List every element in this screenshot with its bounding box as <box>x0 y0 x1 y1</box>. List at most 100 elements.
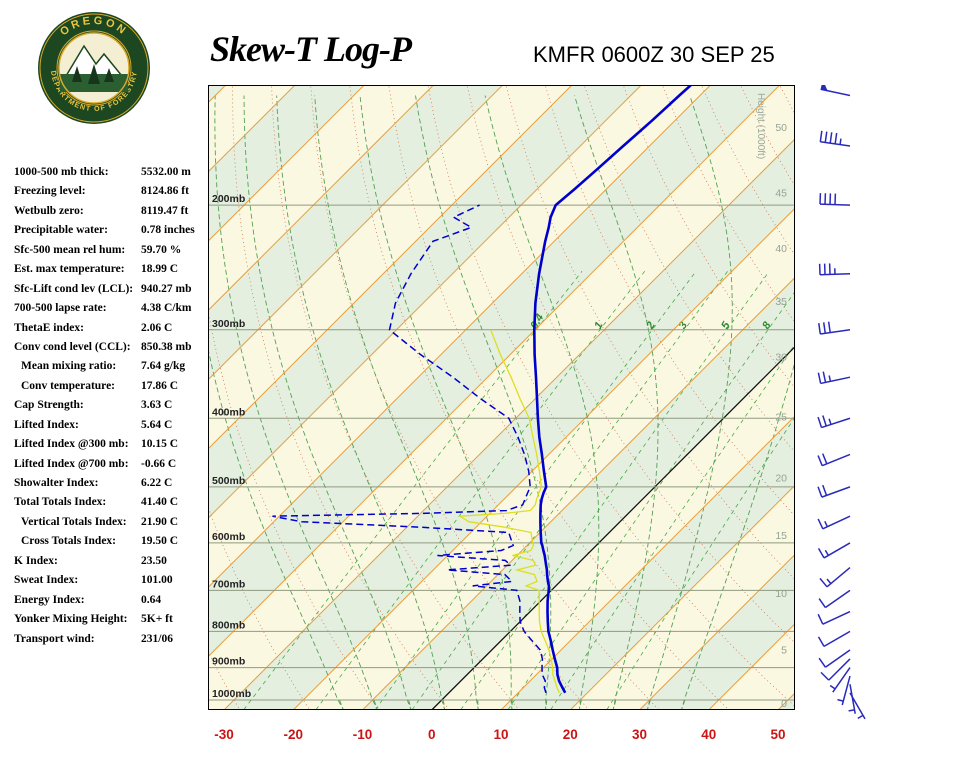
stat-row: Showalter Index: 6.22 C <box>14 477 209 496</box>
temp-tick-label: 50 <box>770 727 786 742</box>
temp-tick-label: -10 <box>352 727 373 742</box>
wind-barb <box>848 684 856 714</box>
stat-row: Vertical Totals Index: 21.90 C <box>14 516 209 535</box>
stat-row: 700-500 lapse rate: 4.38 C/km <box>14 302 209 321</box>
mixing-ratio-label: 1 <box>592 320 605 331</box>
stat-label: Sfc-500 mean rel hum: <box>14 243 126 256</box>
wind-barb <box>817 371 851 385</box>
stat-row: Wetbulb zero: 8119.47 ft <box>14 205 209 224</box>
stat-label: Showalter Index: <box>14 477 99 489</box>
stat-label: Freezing level: <box>14 185 86 198</box>
dewpoint-trace <box>272 204 547 694</box>
logo-ring-outer <box>39 13 149 123</box>
stat-value: 21.90 C <box>141 515 179 528</box>
stat-label: Conv cond level (CCL): <box>14 340 131 353</box>
stat-label: Total Totals Index: <box>14 496 107 509</box>
wind-barb <box>829 667 851 693</box>
stat-value: 8119.47 ft <box>141 204 189 217</box>
stat-value: 3.63 C <box>141 399 173 412</box>
pressure-label: 200mb <box>212 193 245 205</box>
wind-barb <box>818 589 851 609</box>
height-axis-title: Height (1000ft) <box>755 93 766 159</box>
stat-row: Cap Strength: 3.63 C <box>14 399 209 418</box>
stat-row: Conv cond level (CCL): 850.38 mb <box>14 341 209 360</box>
stat-value: 101.00 <box>141 574 173 587</box>
stat-label: Vertical Totals Index: <box>21 515 127 528</box>
stat-value: 19.50 C <box>141 535 179 548</box>
pressure-label: 600mb <box>212 531 245 543</box>
stat-label: Mean mixing ratio: <box>21 360 117 373</box>
wetbulb-trace <box>457 329 560 694</box>
isobars: 200mb 300mb 400mb 500mb 600mb 700mb 800mb 900mb… <box>208 193 795 701</box>
skewt-svg: 0.4 1 2 3 5 8200mb300mb400mb500mb600mb700mb80… <box>208 85 795 710</box>
stat-value: 5.64 C <box>141 418 173 431</box>
stat-label: Sfc-Lift cond lev (LCL): <box>14 282 134 295</box>
stat-row: Lifted Index @300 mb: 10.15 C <box>14 438 209 457</box>
height-tick-label: 25 <box>775 412 787 424</box>
wind-barbs-svg <box>817 79 866 720</box>
stat-row: Freezing level: 8124.86 ft <box>14 185 209 204</box>
height-tick-label: 15 <box>775 530 787 542</box>
stat-label: Cap Strength: <box>14 399 84 412</box>
stat-label: Precipitable water: <box>14 224 108 237</box>
temperature-bands <box>208 85 795 710</box>
pressure-label: 700mb <box>212 578 245 590</box>
stat-row: Transport wind: 231/06 <box>14 633 209 652</box>
pressure-label: 900mb <box>212 656 245 668</box>
stat-label: Conv temperature: <box>21 379 115 392</box>
stat-row: Cross Totals Index: 19.50 C <box>14 535 209 554</box>
stat-value: 23.50 <box>141 554 167 567</box>
height-tick-label: 50 <box>775 122 787 134</box>
stat-label: Yonker Mixing Height: <box>14 613 128 626</box>
mixing-ratio-label: 3 <box>677 320 690 331</box>
height-tick-label: 40 <box>775 243 787 255</box>
pressure-label: 500mb <box>212 475 245 487</box>
chart-border <box>208 85 795 710</box>
stat-value: 940.27 mb <box>141 282 192 295</box>
page-title: Skew-T Log-P <box>210 29 412 69</box>
stat-label: Lifted Index @700 mb: <box>14 457 129 470</box>
temp-tick-label: 20 <box>562 727 578 742</box>
wind-barb <box>819 130 851 147</box>
wind-barb <box>820 79 851 97</box>
logo-tree-icon <box>72 66 82 82</box>
wind-barb <box>818 321 851 335</box>
station-time-label: KMFR 0600Z 30 SEP 25 <box>533 42 775 67</box>
stat-value: 7.64 g/kg <box>141 360 186 373</box>
stat-value: 5532.00 m <box>141 166 191 178</box>
stat-value: 10.15 C <box>141 438 179 451</box>
stat-label: Sweat Index: <box>14 574 79 587</box>
temperature-axis: -30 -20 -10 0 10 20 30 40 50 <box>0 727 960 747</box>
stat-value: 6.22 C <box>141 477 173 489</box>
temp-tick-label: -20 <box>283 727 303 742</box>
stat-value: -0.66 C <box>141 457 177 470</box>
pressure-label: 300mb <box>212 318 245 330</box>
temp-tick-label: 0 <box>427 727 436 742</box>
stat-value: 850.38 mb <box>141 340 192 353</box>
wind-barb <box>837 675 851 706</box>
isotherms <box>208 85 795 710</box>
wind-barb <box>818 263 851 276</box>
odf-logo: OREGON DEPARTMENT OF FORESTRY <box>36 10 152 126</box>
stat-row: Sfc-500 mean rel hum: 59.70 % <box>14 244 209 263</box>
stat-row: K Index: 23.50 <box>14 555 209 574</box>
stat-row: Mean mixing ratio: 7.64 g/kg <box>14 360 209 379</box>
temperature-trace <box>533 85 693 694</box>
stat-row: Energy Index: 0.64 <box>14 594 209 613</box>
wind-barb <box>817 453 851 467</box>
stat-label: Transport wind: <box>14 632 95 645</box>
wind-barb <box>818 649 851 668</box>
height-tick-label: 0 <box>781 698 787 710</box>
stat-row: Est. max temperature: 18.99 C <box>14 263 209 282</box>
moist-adiabats <box>208 95 795 710</box>
wind-barb-column <box>795 79 960 745</box>
wind-barb <box>820 658 851 681</box>
stat-label: Wetbulb zero: <box>14 204 84 217</box>
stat-row: 1000-500 mb thick: 5532.00 m <box>14 166 209 185</box>
logo-ring-inner <box>56 30 132 106</box>
stat-value: 2.06 C <box>141 321 173 334</box>
stat-row: Sfc-Lift cond lev (LCL): 940.27 mb <box>14 283 209 302</box>
stat-row: Lifted Index @700 mb: -0.66 C <box>14 458 209 477</box>
stat-row: Sweat Index: 101.00 <box>14 574 209 593</box>
stat-value: 231/06 <box>141 632 173 645</box>
